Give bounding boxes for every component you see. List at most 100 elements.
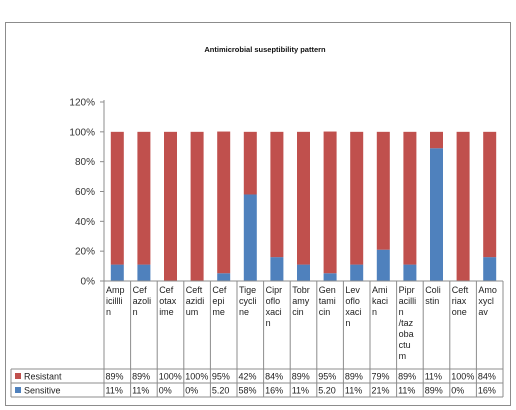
- category-label: n: [399, 307, 404, 317]
- bar-resistant: [297, 131, 310, 265]
- category-label: oflo: [345, 296, 360, 306]
- bar-sensitive: [376, 249, 390, 281]
- bar-resistant: [456, 131, 470, 281]
- category-label: Pipr: [399, 285, 415, 295]
- category-label: cycli: [239, 296, 257, 306]
- bar-resistant: [243, 131, 257, 195]
- bar-sensitive: [243, 194, 257, 281]
- data-table-value: 89%: [132, 372, 150, 382]
- category-label: n: [345, 318, 350, 328]
- bar-sensitive: [403, 264, 417, 281]
- legend-swatch: [15, 373, 21, 379]
- bar-sensitive: [350, 264, 364, 281]
- bar-resistant: [137, 131, 151, 265]
- category-label: azidi: [186, 296, 205, 306]
- data-table-value: 89%: [398, 372, 416, 382]
- category-label: um: [186, 307, 199, 317]
- category-label: cin: [292, 307, 304, 317]
- bar-sensitive: [270, 257, 284, 281]
- data-table-value: 42%: [239, 372, 257, 382]
- bar-resistant: [430, 131, 443, 149]
- data-table-value: 89%: [425, 386, 443, 396]
- chart-title: Antimicrobial suseptibility pattern: [204, 45, 326, 54]
- category-label: Ami: [372, 285, 388, 295]
- category-label: n: [106, 307, 111, 317]
- category-label: one: [452, 307, 467, 317]
- data-table-value: 89%: [106, 372, 124, 382]
- bar-sensitive: [297, 264, 310, 281]
- category-label: icillli: [106, 296, 123, 306]
- data-table-value: 79%: [372, 372, 390, 382]
- y-tick-label: 120%: [69, 98, 95, 109]
- data-table-value: 58%: [239, 386, 257, 396]
- category-label: azoli: [133, 296, 152, 306]
- data-table-value: 5.20: [212, 386, 230, 396]
- data-table-value: 84%: [265, 372, 283, 382]
- category-label: cin: [319, 307, 331, 317]
- category-label: oflo: [266, 296, 281, 306]
- category-label: Gen: [319, 285, 336, 295]
- category-label: Tobr: [292, 285, 310, 295]
- data-table-value: 89%: [292, 372, 310, 382]
- legend-swatch: [15, 387, 21, 393]
- category-label: ne: [239, 307, 249, 317]
- category-label: xaci: [266, 307, 282, 317]
- data-table-value: 11%: [345, 386, 362, 396]
- bar-resistant: [164, 131, 177, 281]
- category-label: Amp: [106, 285, 125, 295]
- data-table-value: 11%: [398, 386, 415, 396]
- bar-resistant: [110, 131, 124, 265]
- category-label: otax: [159, 296, 177, 306]
- bar-resistant: [270, 131, 284, 258]
- chart-container: Antimicrobial suseptibility pattern 0% 20…: [5, 22, 511, 406]
- category-label: Cef: [133, 285, 148, 295]
- bar-sensitive: [110, 264, 124, 281]
- category-label: riax: [452, 296, 467, 306]
- data-table-value: 5.20: [318, 386, 336, 396]
- bar-sensitive: [137, 264, 151, 281]
- data-table-value: 84%: [478, 372, 496, 382]
- category-label: kaci: [372, 296, 388, 306]
- category-label: ctu: [399, 340, 411, 350]
- data-table-value: 11%: [132, 386, 149, 396]
- y-tick-label: 80%: [75, 157, 95, 168]
- data-table-value: 95%: [212, 372, 230, 382]
- data-table-value: 11%: [106, 386, 123, 396]
- data-table-value: 95%: [318, 372, 336, 382]
- category-label: n: [372, 307, 377, 317]
- data-table-value: 100%: [451, 372, 474, 382]
- category-label: me: [212, 307, 225, 317]
- stacked-bar-chart: Antimicrobial suseptibility pattern 0% 20…: [10, 45, 504, 398]
- scan-header-strip: [0, 0, 516, 22]
- y-tick-label: 40%: [75, 217, 95, 228]
- category-label: n: [266, 318, 271, 328]
- data-table-value: 11%: [425, 372, 442, 382]
- bar-resistant: [376, 131, 390, 250]
- data-table-value: 0%: [451, 386, 464, 396]
- data-table-value: 89%: [345, 372, 363, 382]
- category-label: amy: [292, 296, 310, 306]
- legend-label: Resistant: [24, 372, 62, 382]
- category-label: Ceft: [186, 285, 203, 295]
- legend-label: Sensitive: [24, 386, 61, 396]
- bar-resistant: [403, 131, 417, 265]
- data-table-value: 0%: [185, 386, 198, 396]
- data-table-value: 21%: [372, 386, 390, 396]
- data-table-value: 16%: [478, 386, 496, 396]
- category-label: Coli: [425, 285, 441, 295]
- data-table-value: 100%: [159, 372, 182, 382]
- category-label: Ceft: [452, 285, 469, 295]
- category-label: xaci: [345, 307, 361, 317]
- bar-resistant: [323, 131, 337, 274]
- bar-sensitive: [323, 273, 337, 281]
- bar-resistant: [483, 131, 497, 258]
- category-label: ime: [159, 307, 174, 317]
- category-label: Cef: [212, 285, 227, 295]
- category-label: Amo: [478, 285, 497, 295]
- category-label: n: [133, 307, 138, 317]
- y-tick-label: 60%: [75, 187, 95, 198]
- category-label: Cef: [159, 285, 174, 295]
- bar-resistant: [217, 131, 231, 274]
- category-label: Cipr: [266, 285, 283, 295]
- category-label: m: [399, 351, 407, 361]
